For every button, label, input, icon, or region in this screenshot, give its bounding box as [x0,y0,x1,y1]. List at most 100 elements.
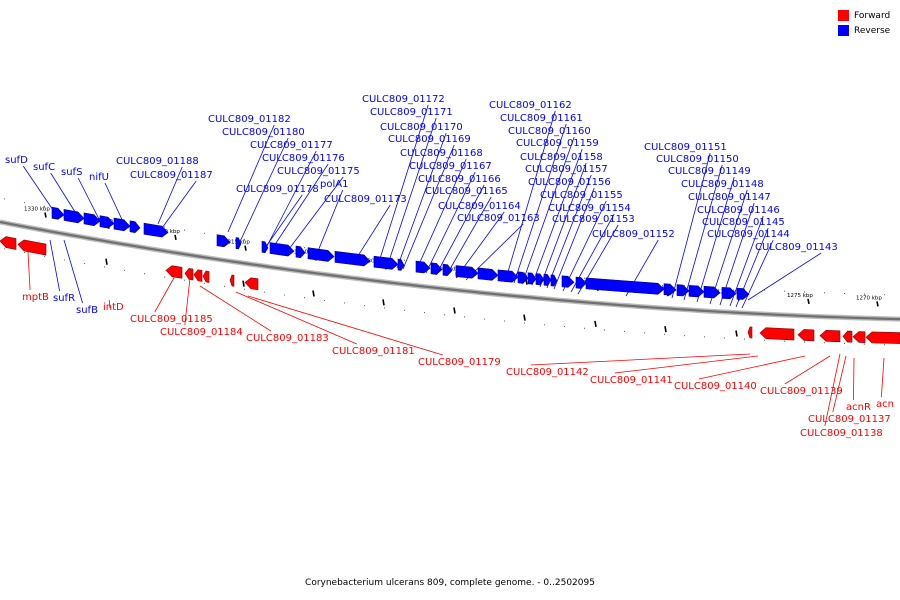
reverse-gene-label-culc809-01158[interactable]: CULC809_01158 [520,152,603,163]
forward-gene-label-culc809-01184[interactable]: CULC809_01184 [160,327,243,338]
reverse-gene[interactable] [295,245,306,259]
reverse-gene-label-culc809-01159[interactable]: CULC809_01159 [516,138,599,149]
reverse-gene-label-culc809-01165[interactable]: CULC809_01165 [425,186,508,197]
forward-gene[interactable] [193,269,203,282]
reverse-gene-label-culc809-01145[interactable]: CULC809_01145 [702,217,785,228]
reverse-gene-label-culc809-01149[interactable]: CULC809_01149 [668,166,751,177]
reverse-gene[interactable] [373,255,399,270]
reverse-gene[interactable] [442,263,453,276]
reverse-gene-label-culc809-01148[interactable]: CULC809_01148 [681,179,764,190]
reverse-gene[interactable] [703,285,721,299]
forward-gene[interactable] [852,331,866,344]
reverse-gene-label-culc809-01157[interactable]: CULC809_01157 [525,164,608,175]
reverse-gene-label-culc809-01162[interactable]: CULC809_01162 [489,100,572,111]
forward-gene[interactable] [842,330,853,343]
forward-gene-label-culc809-01140[interactable]: CULC809_01140 [674,381,757,392]
reverse-gene[interactable] [721,287,737,300]
reverse-gene[interactable] [676,284,690,297]
reverse-gene-label-pola1[interactable]: polA1 [320,179,348,190]
reverse-gene-label-culc809-01188[interactable]: CULC809_01188 [116,156,199,167]
reverse-gene[interactable] [143,222,169,238]
reverse-gene-label-culc809-01172[interactable]: CULC809_01172 [362,94,445,105]
reverse-gene-label-culc809-01150[interactable]: CULC809_01150 [656,154,739,165]
reverse-gene-label-culc809-01177[interactable]: CULC809_01177 [250,140,333,151]
reverse-gene[interactable] [307,247,335,262]
reverse-gene[interactable] [430,262,443,275]
reverse-gene[interactable] [561,275,575,288]
reverse-gene-label-nifu[interactable]: nifU [89,172,109,183]
reverse-gene[interactable] [455,265,479,279]
reverse-gene-label-culc809-01173[interactable]: CULC809_01173 [324,194,407,205]
reverse-gene-label-sufc[interactable]: sufC [33,162,55,173]
reverse-gene-label-culc809-01147[interactable]: CULC809_01147 [688,192,771,203]
reverse-gene-label-culc809-01161[interactable]: CULC809_01161 [500,113,583,124]
reverse-gene[interactable] [517,271,529,284]
forward-gene[interactable] [184,268,194,281]
reverse-gene-label-culc809-01164[interactable]: CULC809_01164 [438,201,521,212]
forward-gene-label-intd[interactable]: intD [103,302,124,313]
forward-gene[interactable] [202,270,210,283]
forward-gene-label-culc809-01139[interactable]: CULC809_01139 [760,386,843,397]
reverse-gene[interactable] [269,242,295,257]
reverse-gene[interactable] [83,212,101,227]
reverse-gene-label-culc809-01187[interactable]: CULC809_01187 [130,170,213,181]
reverse-gene[interactable] [261,240,269,254]
forward-gene[interactable] [747,326,753,339]
forward-gene-label-culc809-01142[interactable]: CULC809_01142 [506,367,589,378]
reverse-gene-label-culc809-01167[interactable]: CULC809_01167 [409,161,492,172]
reverse-gene[interactable] [550,274,558,287]
reverse-gene-label-culc809-01176[interactable]: CULC809_01176 [262,153,345,164]
reverse-gene-label-culc809-01152[interactable]: CULC809_01152 [592,229,675,240]
reverse-gene-label-culc809-01160[interactable]: CULC809_01160 [508,126,591,137]
reverse-gene[interactable] [51,206,65,220]
reverse-gene[interactable] [585,277,665,295]
forward-gene-label-culc809-01137[interactable]: CULC809_01137 [808,414,891,425]
forward-gene-label-acnr[interactable]: acnR [846,402,871,413]
forward-gene[interactable] [797,329,815,342]
reverse-gene[interactable] [688,285,705,298]
reverse-gene-label-culc809-01146[interactable]: CULC809_01146 [697,205,780,216]
forward-gene[interactable] [865,331,900,344]
reverse-gene-label-sufd[interactable]: sufD [5,155,28,166]
forward-gene[interactable] [229,274,235,287]
reverse-gene-label-culc809-01156[interactable]: CULC809_01156 [528,177,611,188]
reverse-gene-label-culc809-01143[interactable]: CULC809_01143 [755,242,838,253]
reverse-gene-label-sufb[interactable]: sufB [76,305,98,316]
reverse-gene-label-culc809-01169[interactable]: CULC809_01169 [388,134,471,145]
forward-gene[interactable] [759,327,795,341]
reverse-gene-label-culc809-01163[interactable]: CULC809_01163 [457,213,540,224]
forward-gene[interactable] [244,277,259,291]
reverse-gene-label-culc809-01154[interactable]: CULC809_01154 [548,203,631,214]
reverse-gene[interactable] [99,215,115,229]
forward-gene-label-culc809-01179[interactable]: CULC809_01179 [418,357,501,368]
reverse-gene[interactable] [129,220,141,234]
forward-gene-label-mptb[interactable]: mptB [22,292,49,303]
forward-gene[interactable] [0,236,17,250]
reverse-gene[interactable] [575,276,587,289]
forward-gene[interactable] [819,329,841,343]
reverse-gene-label-culc809-01144[interactable]: CULC809_01144 [707,229,790,240]
reverse-gene-label-culc809-01178[interactable]: CULC809_01178 [236,184,319,195]
reverse-gene-label-culc809-01168[interactable]: CULC809_01168 [400,148,483,159]
forward-gene-label-culc809-01181[interactable]: CULC809_01181 [332,346,415,357]
reverse-gene-label-culc809-01171[interactable]: CULC809_01171 [370,107,453,118]
reverse-gene[interactable] [477,267,499,281]
reverse-gene-label-sufr[interactable]: sufR [53,293,75,304]
reverse-gene-label-culc809-01155[interactable]: CULC809_01155 [540,190,623,201]
reverse-gene-label-sufs[interactable]: sufS [61,167,82,178]
reverse-gene[interactable] [663,283,677,296]
forward-gene-label-culc809-01183[interactable]: CULC809_01183 [246,333,329,344]
forward-gene[interactable] [165,265,183,279]
reverse-gene[interactable] [216,234,231,248]
forward-gene-label-culc809-01141[interactable]: CULC809_01141 [590,375,673,386]
forward-gene-label-culc809-01138[interactable]: CULC809_01138 [800,428,883,439]
reverse-gene-label-culc809-01180[interactable]: CULC809_01180 [222,127,305,138]
forward-gene-label-culc809-01185[interactable]: CULC809_01185 [130,314,213,325]
reverse-gene[interactable] [334,250,371,267]
reverse-gene-label-culc809-01166[interactable]: CULC809_01166 [418,174,501,185]
forward-gene[interactable] [17,239,47,256]
reverse-gene-label-culc809-01151[interactable]: CULC809_01151 [644,142,727,153]
reverse-gene[interactable] [527,272,537,285]
reverse-gene[interactable] [63,209,85,224]
reverse-gene-label-culc809-01175[interactable]: CULC809_01175 [277,166,360,177]
